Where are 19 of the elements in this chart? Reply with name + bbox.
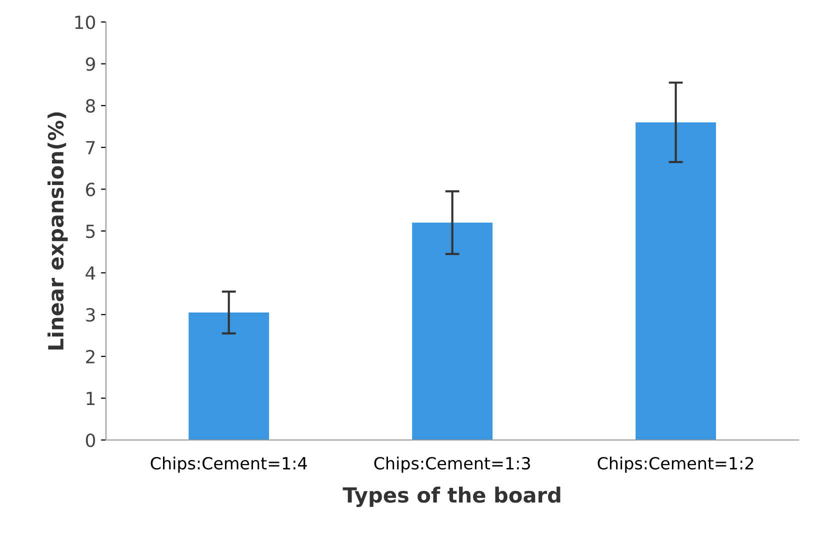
y-tick-label: 2: [86, 350, 94, 364]
y-tick-label: 5: [86, 224, 95, 238]
bar: [412, 222, 493, 440]
x-tick-label: Chips:Cement=1:3: [374, 456, 530, 473]
y-tick-label: 4: [86, 266, 96, 280]
y-tick-label: 7: [86, 141, 95, 154]
y-tick-label: 3: [86, 308, 95, 322]
x-axis-title: Types of the board: [342, 486, 560, 508]
bar: [188, 312, 270, 440]
x-tick-label: Chips:Cement=1:2: [598, 456, 754, 473]
bar: [636, 122, 716, 440]
y-axis-title: Linear expansion(%): [48, 112, 68, 350]
y-tick-label: 6: [86, 182, 96, 196]
y-tick-label: 10: [75, 15, 96, 30]
y-tick-label: 1: [86, 392, 95, 406]
y-tick-label: 0: [86, 433, 96, 448]
y-tick-label: 8: [86, 99, 95, 113]
y-tick-label: 9: [86, 57, 95, 71]
x-tick-label: Chips:Cement=1:4: [150, 456, 307, 473]
